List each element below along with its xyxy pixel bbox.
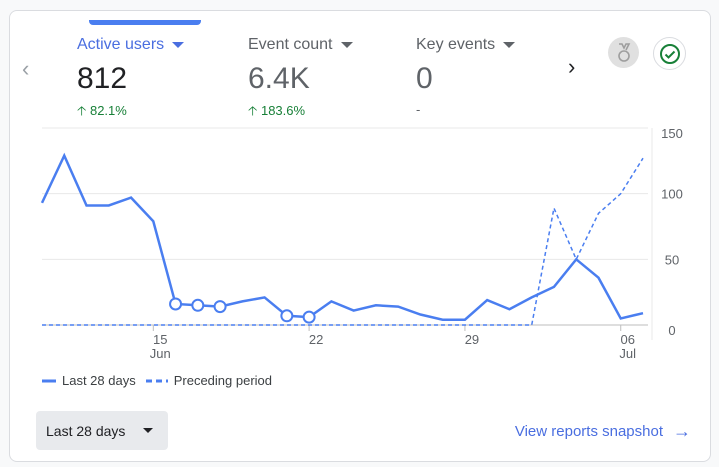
arrow-up-icon: 🡡 xyxy=(248,103,258,118)
x-tick-label: 29 xyxy=(465,332,479,347)
legend-label: Preceding period xyxy=(173,373,273,388)
metric-delta: 82.1% xyxy=(89,103,127,118)
series-line-previous xyxy=(42,157,644,326)
metric-label: Active users xyxy=(77,36,165,53)
arrow-right-icon: → xyxy=(673,421,691,441)
metric-value: 6.4K xyxy=(248,62,310,95)
chevron-left-icon[interactable]: ‹ xyxy=(22,56,30,81)
overview-card xyxy=(9,10,711,462)
arrow-up-icon: 🡡 xyxy=(77,103,87,118)
x-tick-label: 06 xyxy=(621,332,635,347)
snapshot-label: View reports snapshot xyxy=(514,423,663,440)
x-tick-sublabel: Jul xyxy=(619,346,636,361)
metric-key-events[interactable]: Key events 0 - xyxy=(416,36,516,117)
metric-delta: - xyxy=(416,102,421,117)
date-range-label: Last 28 days xyxy=(46,422,126,439)
chevron-right-icon[interactable]: › xyxy=(568,54,576,79)
metric-event-count[interactable]: Event count 6.4K 🡡 183.6% xyxy=(248,36,353,124)
anomaly-point xyxy=(169,297,183,311)
view-reports-snapshot-link[interactable]: View reports snapshot → xyxy=(515,421,691,442)
anomaly-point xyxy=(213,300,227,314)
medal-icon[interactable] xyxy=(608,37,639,68)
metric-label: Key events xyxy=(416,36,496,53)
anomaly-point xyxy=(280,309,294,323)
y-tick-label: 50 xyxy=(665,252,679,267)
caret-down-icon[interactable] xyxy=(172,42,185,48)
y-tick-label: 0 xyxy=(668,323,675,338)
date-range-dropdown[interactable]: Last 28 days xyxy=(36,411,168,450)
legend-item-previous[interactable]: Preceding period xyxy=(145,373,273,388)
y-tick-label: 100 xyxy=(661,187,683,202)
y-tick-label: 150 xyxy=(661,126,683,141)
caret-down-icon xyxy=(143,428,154,433)
metric-value: 0 xyxy=(416,62,433,95)
x-tick-label: 15 xyxy=(153,332,167,347)
caret-down-icon[interactable] xyxy=(503,42,516,48)
legend-item-current[interactable]: Last 28 days xyxy=(42,373,136,388)
metric-delta: 183.6% xyxy=(260,103,306,118)
legend-label: Last 28 days xyxy=(62,373,136,388)
anomaly-point xyxy=(191,298,205,312)
selected-tab-indicator xyxy=(89,20,201,25)
x-tick-sublabel: Jun xyxy=(150,346,171,361)
check-circle-icon[interactable] xyxy=(653,37,686,70)
chart-legend: Last 28 days Preceding period xyxy=(42,373,272,388)
metric-label: Event count xyxy=(248,36,333,53)
anomaly-point xyxy=(302,310,316,324)
series-line-current xyxy=(40,152,644,321)
metric-value: 812 xyxy=(77,62,128,95)
caret-down-icon[interactable] xyxy=(340,42,353,48)
x-tick-label: 22 xyxy=(309,332,323,347)
metric-active-users[interactable]: Active users 812 🡡 82.1% xyxy=(77,36,185,124)
